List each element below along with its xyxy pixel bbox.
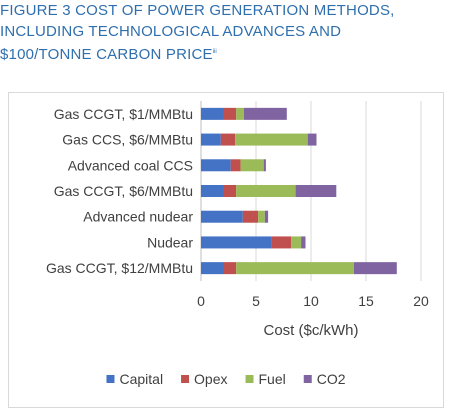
legend-label-capital: Capital bbox=[119, 371, 163, 387]
x-tick-label-15: 15 bbox=[358, 293, 374, 309]
legend-swatch-co2 bbox=[303, 375, 312, 383]
legend-label-co2: CO2 bbox=[317, 371, 346, 387]
bar-capital-6 bbox=[201, 262, 223, 275]
bar-opex-1 bbox=[220, 133, 236, 146]
bar-capital-0 bbox=[201, 107, 223, 120]
x-tick-label-10: 10 bbox=[303, 293, 319, 309]
bar-fuel-1 bbox=[235, 133, 308, 146]
x-axis-title: Cost ($c/kWh) bbox=[263, 322, 358, 339]
x-tick-label-5: 5 bbox=[252, 293, 260, 309]
category-label-4: Advanced nudear bbox=[83, 209, 193, 225]
x-tick-label-0: 0 bbox=[197, 293, 205, 309]
x-tick-label-20: 20 bbox=[413, 293, 429, 309]
category-label-5: Nudear bbox=[147, 234, 193, 250]
bar-opex-0 bbox=[223, 107, 237, 120]
bar-co2-2 bbox=[263, 159, 266, 172]
figure-title-line-1: FIGURE 3 COST OF POWER GENERATION METHOD… bbox=[0, 2, 395, 19]
figure-title-line-3: $100/TONNE CARBON PRICEiii bbox=[0, 42, 440, 65]
bar-opex-3 bbox=[223, 185, 237, 197]
bar-opex-6 bbox=[223, 262, 237, 275]
bar-opex-5 bbox=[271, 236, 292, 249]
category-label-6: Gas CCGT, $12/MMBtu bbox=[46, 260, 193, 276]
bar-capital-4 bbox=[201, 210, 243, 223]
bar-co2-3 bbox=[295, 185, 337, 197]
bar-fuel-6 bbox=[236, 262, 354, 275]
bar-co2-4 bbox=[264, 210, 269, 223]
bar-capital-5 bbox=[201, 236, 272, 249]
bar-fuel-2 bbox=[240, 159, 264, 172]
legend-swatch-fuel bbox=[245, 375, 254, 383]
bar-opex-2 bbox=[230, 159, 241, 172]
category-label-3: Gas CCGT, $6/MMBtu bbox=[54, 183, 193, 199]
bar-opex-4 bbox=[242, 210, 259, 223]
figure-title-line-2: INCLUDING TECHNOLOGICAL ADVANCES AND bbox=[0, 23, 342, 40]
legend-swatch-capital bbox=[106, 375, 115, 383]
bar-co2-6 bbox=[353, 262, 397, 275]
bar-co2-5 bbox=[301, 236, 306, 249]
figure-title-line-3-text: $100/TONNE CARBON PRICE bbox=[0, 46, 213, 63]
figure-title: FIGURE 3 COST OF POWER GENERATION METHOD… bbox=[0, 0, 440, 65]
bar-co2-1 bbox=[307, 133, 317, 146]
legend-label-opex: Opex bbox=[194, 371, 227, 387]
legend-label-fuel: Fuel bbox=[259, 371, 286, 387]
category-label-2: Advanced coal CCS bbox=[68, 157, 193, 173]
bar-capital-2 bbox=[201, 159, 231, 172]
figure-title-footnote-ref: iii bbox=[212, 49, 217, 55]
chart-frame bbox=[8, 92, 444, 408]
category-label-1: Gas CCS, $6/MMBtu bbox=[62, 132, 193, 148]
bar-fuel-4 bbox=[258, 210, 265, 223]
bar-capital-1 bbox=[201, 133, 221, 146]
bar-fuel-5 bbox=[291, 236, 302, 249]
bar-co2-0 bbox=[243, 107, 287, 120]
legend-swatch-opex bbox=[181, 375, 190, 383]
bar-fuel-3 bbox=[236, 185, 296, 197]
bar-fuel-0 bbox=[236, 107, 244, 120]
category-label-0: Gas CCGT, $1/MMBtu bbox=[54, 106, 193, 122]
bar-capital-3 bbox=[201, 185, 223, 197]
